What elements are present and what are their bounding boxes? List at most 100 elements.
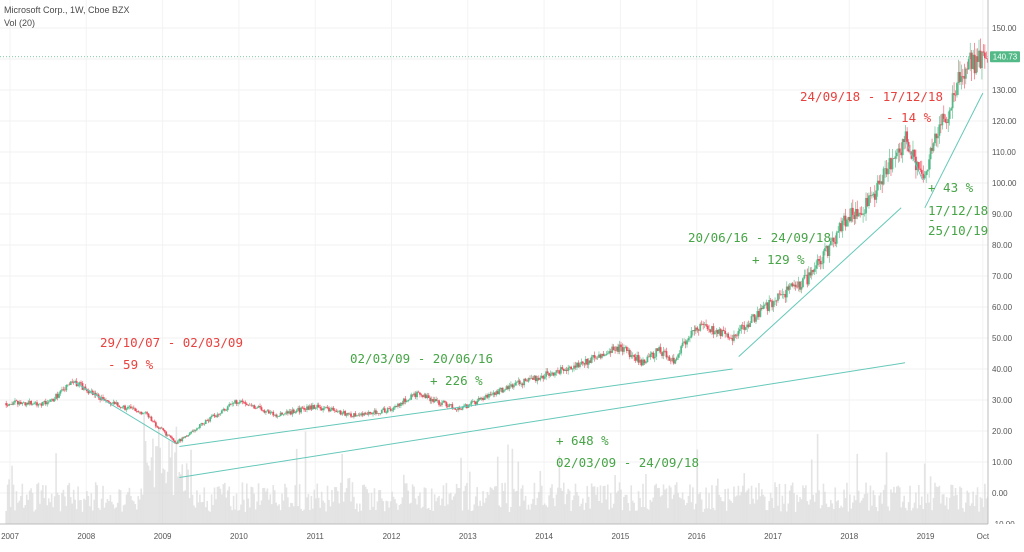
candle-body bbox=[749, 322, 752, 327]
candle-body bbox=[809, 272, 812, 276]
volume-bar bbox=[441, 498, 443, 524]
candle-body bbox=[645, 362, 647, 364]
candle-body bbox=[929, 147, 932, 160]
candle-body bbox=[689, 337, 691, 339]
volume-bar bbox=[40, 490, 43, 524]
volume-bar bbox=[259, 504, 261, 524]
annotation-dates: 20/06/16 - 24/09/18 bbox=[688, 230, 831, 245]
candle-body bbox=[8, 404, 11, 406]
volume-bar bbox=[438, 495, 440, 524]
volume-bar bbox=[177, 476, 179, 524]
x-tick-label: 2011 bbox=[307, 532, 325, 541]
candle-body bbox=[826, 245, 829, 256]
candle-body bbox=[254, 408, 257, 410]
candle-body bbox=[493, 392, 496, 395]
volume-bar bbox=[706, 508, 709, 524]
volume-bar bbox=[652, 497, 655, 524]
candle-body bbox=[900, 152, 903, 156]
volume-bar bbox=[940, 503, 942, 524]
candle-body bbox=[207, 420, 210, 422]
volume-bar bbox=[724, 488, 726, 524]
volume-bar bbox=[668, 485, 671, 524]
volume-bar bbox=[887, 506, 889, 524]
volume-bar bbox=[112, 504, 115, 524]
volume-bar bbox=[361, 485, 364, 524]
volume-bar bbox=[175, 426, 178, 524]
candle-body bbox=[769, 300, 772, 301]
candle-body bbox=[586, 358, 589, 365]
candle-body bbox=[504, 389, 506, 391]
candle-body bbox=[235, 400, 238, 404]
volume-bar bbox=[928, 502, 930, 524]
candle-body bbox=[18, 401, 21, 405]
candle-body bbox=[813, 268, 816, 272]
candle-body bbox=[354, 413, 357, 417]
candle-body bbox=[750, 316, 753, 323]
annotation-change: + 129 % bbox=[752, 252, 805, 267]
volume-bar bbox=[683, 499, 685, 524]
annotation-change: + 226 % bbox=[430, 373, 483, 388]
volume-bar bbox=[122, 505, 125, 524]
candle-body bbox=[110, 403, 113, 405]
volume-bar bbox=[115, 507, 118, 524]
volume-bar bbox=[219, 488, 222, 524]
volume-bar bbox=[432, 510, 434, 524]
volume-bars bbox=[5, 413, 989, 524]
volume-bar bbox=[521, 485, 524, 524]
volume-bar bbox=[901, 501, 904, 524]
volume-bar bbox=[624, 494, 627, 524]
candle-body bbox=[157, 427, 160, 429]
volume-bar bbox=[22, 507, 25, 524]
volume-bar bbox=[476, 487, 478, 524]
volume-bar bbox=[135, 509, 138, 524]
candle-body bbox=[549, 373, 552, 376]
candle-body bbox=[804, 274, 807, 276]
volume-bar bbox=[345, 488, 348, 524]
candle-body bbox=[716, 329, 719, 334]
volume-bar bbox=[287, 497, 289, 524]
candle-body bbox=[372, 412, 374, 415]
candle-body bbox=[53, 398, 56, 402]
candle-body bbox=[122, 405, 125, 408]
volume-bar bbox=[658, 487, 660, 524]
volume-bar bbox=[326, 485, 329, 524]
volume-bar bbox=[548, 495, 550, 524]
volume-bar bbox=[749, 504, 751, 524]
candle-body bbox=[985, 58, 988, 59]
candle-body bbox=[700, 323, 703, 325]
volume-bar bbox=[144, 441, 147, 524]
candle-body bbox=[322, 408, 325, 411]
volume-bar bbox=[758, 482, 760, 524]
candle-body bbox=[14, 400, 16, 403]
candle-body bbox=[310, 405, 313, 410]
candle-body bbox=[119, 407, 122, 408]
volume-bar bbox=[193, 505, 195, 524]
candle-body bbox=[573, 365, 575, 369]
volume-bar bbox=[847, 511, 850, 524]
volume-bar bbox=[529, 509, 531, 524]
volume-bar bbox=[681, 492, 684, 524]
candle-body bbox=[848, 216, 851, 222]
candle-body bbox=[150, 416, 153, 421]
volume-bar bbox=[222, 484, 225, 524]
candle-body bbox=[232, 403, 235, 404]
candle-body bbox=[938, 124, 941, 136]
volume-bar bbox=[278, 504, 280, 524]
candle-body bbox=[206, 420, 209, 421]
volume-bar bbox=[341, 453, 343, 524]
volume-bar bbox=[539, 470, 542, 524]
volume-bar bbox=[948, 497, 951, 524]
price-axis[interactable] bbox=[988, 0, 1024, 547]
volume-bar bbox=[577, 495, 580, 524]
candle-body bbox=[512, 385, 515, 388]
candle-body bbox=[752, 314, 754, 317]
volume-bar bbox=[143, 413, 145, 524]
volume-bar bbox=[554, 506, 556, 524]
time-axis[interactable] bbox=[0, 524, 1024, 547]
candle-body bbox=[920, 169, 923, 174]
volume-bar bbox=[907, 502, 910, 524]
volume-bar bbox=[14, 510, 16, 524]
volume-bar bbox=[963, 511, 966, 524]
candle-body bbox=[347, 413, 349, 415]
candle-body bbox=[542, 375, 545, 379]
